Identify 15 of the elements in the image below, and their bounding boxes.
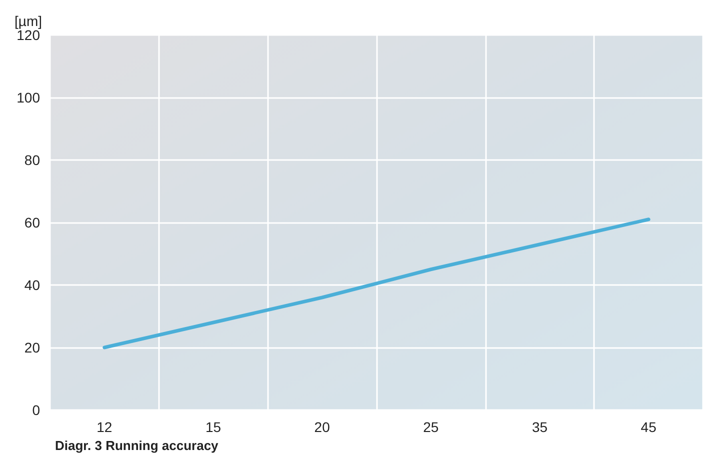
y-tick-label: 0 (32, 402, 40, 418)
x-tick-label: 45 (640, 419, 657, 435)
y-axis-title: [µm] (14, 13, 42, 30)
y-tick-label: 100 (16, 90, 40, 106)
y-tick-label: 20 (24, 340, 40, 356)
x-tick-label: 20 (314, 419, 330, 435)
x-tick-label: 35 (532, 419, 548, 435)
x-tick-label: 12 (96, 419, 112, 435)
x-tick-label: 15 (205, 419, 222, 435)
y-tick-label: 40 (24, 277, 40, 293)
line-series (102, 218, 650, 350)
y-tick-label: 80 (24, 152, 40, 168)
text: Diagr. 3 Running accuracy (55, 438, 220, 453)
x-tick-label: 25 (423, 419, 439, 435)
y-tick-label: 60 (24, 214, 40, 230)
